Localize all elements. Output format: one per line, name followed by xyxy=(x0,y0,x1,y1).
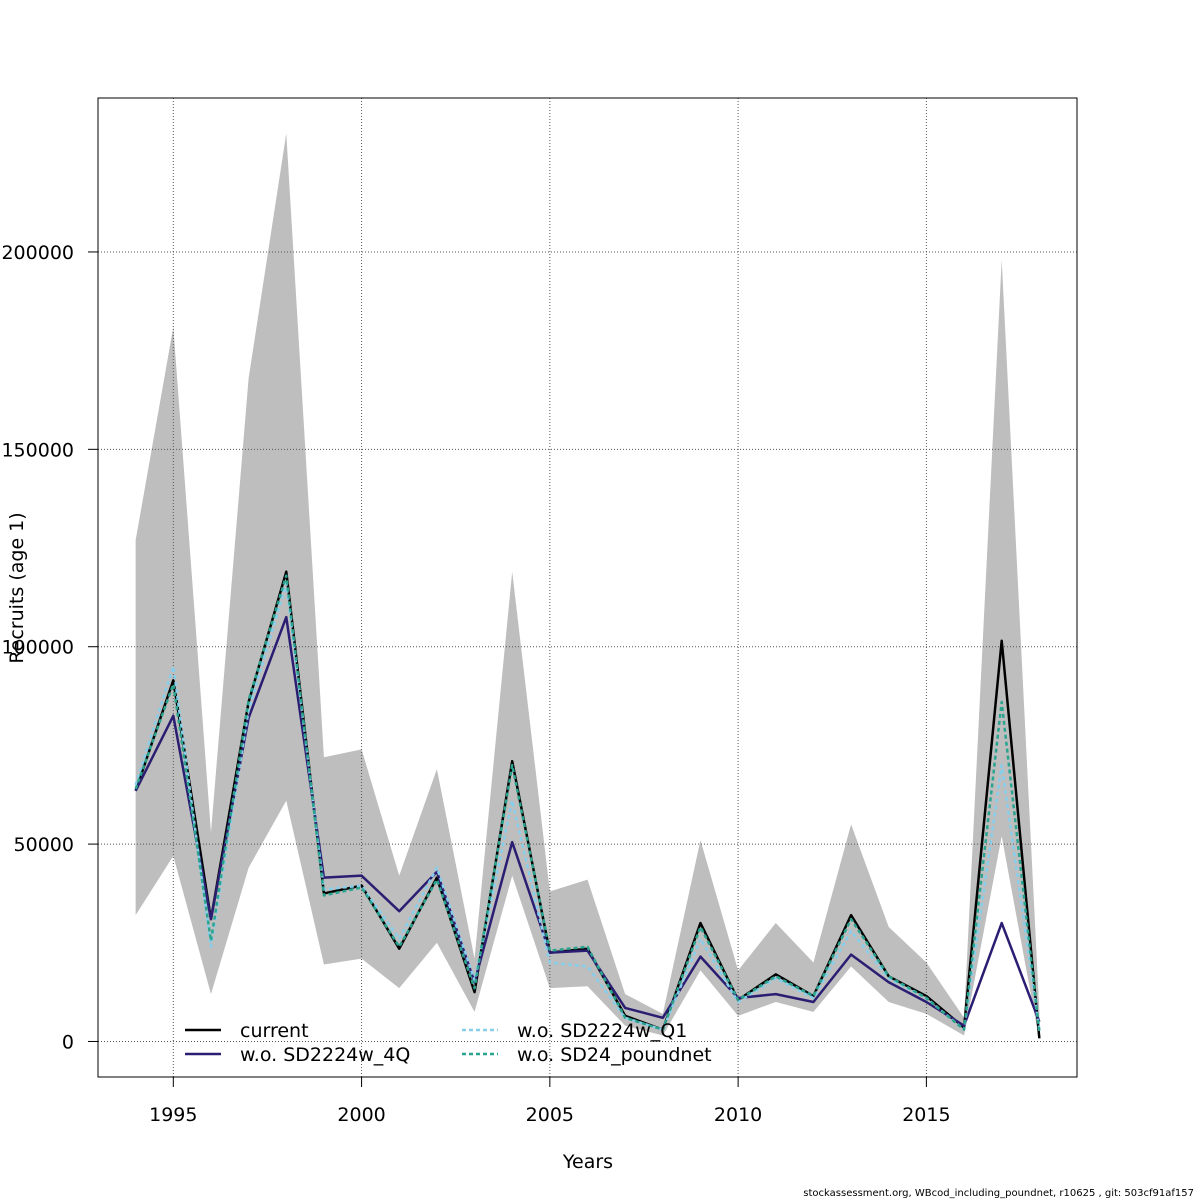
x-tick-label: 2015 xyxy=(902,1104,950,1126)
legend-label-2: w.o. SD2224w_Q1 xyxy=(517,1020,687,1042)
legend-label-0: current xyxy=(240,1020,309,1042)
gridlines xyxy=(98,98,1077,1077)
x-tick-label: 2010 xyxy=(714,1104,762,1126)
y-tick-label: 100000 xyxy=(1,637,74,659)
confidence-band-layer xyxy=(135,133,1040,1041)
series-line-1 xyxy=(134,615,1041,1027)
x-tick-label: 2005 xyxy=(526,1104,574,1126)
y-axis: 0 50000 100000 150000 200000 xyxy=(1,242,98,1053)
confidence-band xyxy=(135,133,1040,1041)
series-lines xyxy=(134,570,1041,1039)
plot-frame xyxy=(97,97,1078,1078)
x-axis: 1995 2000 2005 2010 2015 xyxy=(149,1077,951,1126)
footer-credit: stockassessment.org, WBcod_including_pou… xyxy=(803,1188,1194,1199)
y-axis-title: Recruits (age 1) xyxy=(6,512,28,663)
y-tick-label: 0 xyxy=(62,1031,74,1053)
x-tick-label: 2000 xyxy=(337,1104,385,1126)
x-axis-title: Years xyxy=(562,1151,613,1173)
legend-label-1: w.o. SD2224w_4Q xyxy=(240,1044,410,1066)
legend-label-3: w.o. SD24_poundnet xyxy=(517,1044,712,1066)
series-line-3 xyxy=(134,574,1041,1032)
y-tick-label: 150000 xyxy=(1,439,74,461)
x-tick-label: 1995 xyxy=(149,1104,197,1126)
y-tick-label: 200000 xyxy=(1,242,74,264)
y-tick-label: 50000 xyxy=(14,834,74,856)
